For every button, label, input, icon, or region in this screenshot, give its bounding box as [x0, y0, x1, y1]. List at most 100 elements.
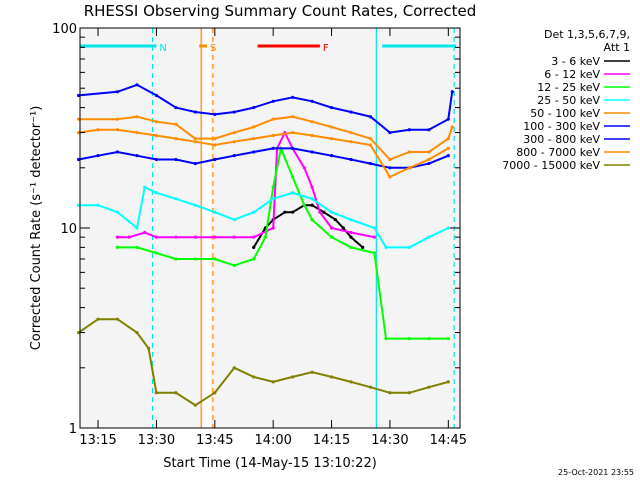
series-8-point-15: [349, 380, 353, 384]
series-1-point-17: [349, 230, 353, 235]
x-axis-label: Start Time (14-May-15 13:10:22): [163, 456, 377, 471]
series-1-point-5: [193, 235, 197, 239]
axes: 13:15 13:30 13:45 14:00 14:15 14:30 14:45 1 10 10…: [52, 22, 467, 448]
series-2-point-3: [174, 257, 178, 261]
series-5-point-0: [76, 93, 81, 98]
series-3-point-10: [252, 210, 256, 214]
series-8-point-16: [368, 385, 373, 389]
legend-label-5: 100 - 300 keV: [523, 120, 600, 133]
series-6-point-11: [291, 146, 295, 151]
series-4-point-0: [76, 117, 81, 121]
series-0-point-6: [310, 203, 314, 207]
series-5-point-10: [291, 95, 295, 99]
series-0-point-0: [252, 245, 256, 249]
series-4-point-1: [115, 117, 120, 121]
series-5-point-2: [135, 83, 139, 87]
series-7-point-12: [310, 133, 314, 138]
series-1-point-15: [318, 210, 322, 214]
series-7-point-14: [349, 140, 353, 144]
series-1-point-9: [271, 226, 275, 230]
series-6-point-16: [388, 166, 392, 170]
plot-area: [80, 28, 460, 428]
series-7-point-15: [368, 143, 373, 147]
series-4-point-5: [193, 136, 197, 141]
series-5-point-12: [329, 105, 334, 110]
series-3-point-1: [96, 203, 100, 207]
legend-header-line-1: Det 1,3,5,6,7,9,: [544, 28, 630, 41]
series-4-point-17: [427, 150, 431, 154]
series-8-point-20: [446, 380, 450, 384]
series-1-point-1: [127, 235, 131, 239]
series-4-point-10: [291, 115, 295, 119]
series-8-point-2: [115, 317, 120, 321]
series-line-7: [78, 128, 449, 179]
flag-label-N: N: [159, 43, 166, 54]
series-7-point-18: [427, 157, 431, 162]
series-1-point-4: [174, 235, 178, 239]
legend-label-4: 50 - 100 keV: [530, 107, 600, 120]
x-tick-label-4: 14:15: [313, 433, 350, 448]
series-2-point-19: [427, 336, 431, 341]
legend-label-7: 800 - 7000 keV: [516, 146, 600, 159]
legend-label-0: 3 - 6 keV: [551, 55, 600, 68]
series-0-point-8: [333, 218, 338, 222]
series-5-point-17: [427, 128, 431, 132]
series-1-point-13: [302, 166, 306, 170]
series-7-point-6: [193, 140, 197, 144]
series-1-point-2: [143, 230, 147, 235]
series-5-point-5: [193, 110, 197, 114]
data-gap-0: [203, 28, 211, 428]
series-5-point-16: [407, 128, 412, 132]
series-4-point-6: [213, 136, 217, 141]
y-tick-label-1: 10: [60, 222, 77, 237]
series-3-point-18: [407, 245, 412, 249]
series-2-point-15: [349, 245, 353, 249]
series-line-6: [78, 147, 449, 169]
series-line-4: [78, 115, 454, 161]
series-4-point-14: [368, 136, 373, 141]
series-6-point-9: [252, 150, 256, 154]
x-tick-label-5: 14:30: [371, 433, 408, 448]
series-7-point-5: [174, 136, 178, 141]
series-2-point-2: [154, 251, 159, 255]
series-3-point-4: [143, 185, 147, 189]
legend-label-8: 7000 - 15000 keV: [502, 159, 600, 172]
series-6-point-2: [115, 150, 120, 154]
series-5-point-14: [368, 115, 373, 119]
legend-label-2: 12 - 25 keV: [537, 81, 600, 94]
series-0-point-11: [361, 245, 365, 249]
series-3-point-0: [76, 203, 81, 207]
series-6-point-18: [427, 161, 431, 166]
series-3-point-9: [232, 218, 236, 222]
series-7-point-13: [329, 136, 334, 141]
series-6-point-14: [349, 157, 353, 162]
series-8-point-3: [135, 330, 139, 335]
series-7-point-10: [271, 133, 275, 138]
series-3-point-19: [427, 235, 431, 239]
series-1-point-6: [213, 235, 217, 239]
series-0-point-10: [349, 235, 353, 239]
series-5-point-8: [252, 105, 256, 110]
series-6-point-5: [174, 157, 178, 162]
series-8-point-19: [427, 385, 431, 389]
series-3-point-3: [135, 226, 139, 230]
series-8-point-8: [213, 391, 217, 395]
series-layer: [76, 83, 454, 407]
series-7-point-17: [407, 166, 412, 170]
series-3-point-17: [384, 245, 388, 249]
legend-label-6: 300 - 800 keV: [523, 133, 600, 146]
series-4-point-15: [388, 157, 392, 162]
series-1-point-7: [232, 235, 236, 239]
series-5-point-7: [232, 110, 236, 114]
series-8-point-5: [154, 391, 159, 395]
flag-label-S: S: [210, 43, 216, 54]
series-1-point-16: [329, 226, 334, 230]
series-8-point-18: [407, 391, 412, 395]
series-4-point-7: [232, 130, 236, 135]
series-5-point-4: [174, 105, 178, 110]
series-3-point-14: [329, 210, 334, 214]
series-2-point-0: [115, 245, 120, 249]
series-2-point-8: [263, 235, 267, 239]
